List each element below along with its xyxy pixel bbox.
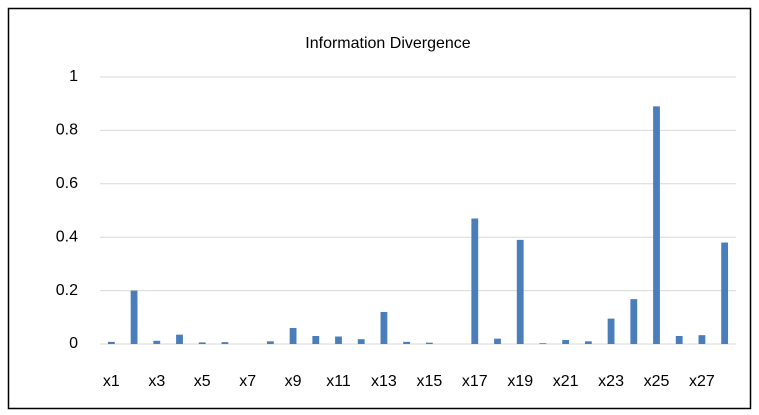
x-tick-label: x11 [326, 373, 351, 390]
x-tick-label: x17 [462, 373, 488, 390]
bar [130, 290, 138, 344]
bar [584, 341, 592, 344]
bar [221, 342, 229, 344]
x-tick-label: x21 [553, 373, 579, 390]
x-tick-label: x3 [148, 373, 165, 390]
bar [494, 338, 501, 344]
bar [539, 343, 547, 344]
bar [289, 327, 297, 344]
bar [403, 341, 411, 344]
y-tick-label: 0.6 [56, 175, 78, 192]
x-tick-label: x19 [507, 373, 533, 390]
bar [425, 342, 433, 344]
bar [630, 299, 638, 344]
bar [471, 218, 479, 344]
bar [266, 341, 274, 344]
bar [198, 342, 206, 344]
x-tick-label: x9 [285, 373, 302, 390]
bar [721, 242, 729, 344]
x-tick-label: x13 [371, 373, 397, 390]
bar [335, 336, 342, 344]
bar [357, 339, 365, 344]
x-tick-label: x27 [689, 373, 715, 390]
y-tick-label: 0.4 [56, 228, 78, 245]
x-tick-label: x5 [194, 373, 211, 390]
chart-border [7, 7, 752, 410]
x-tick-label: x15 [416, 373, 442, 390]
bar [176, 334, 183, 344]
x-tick-label: x23 [598, 373, 624, 390]
x-tick-label: x7 [239, 373, 256, 390]
bar [153, 340, 161, 344]
bar [698, 335, 706, 344]
bar [380, 311, 388, 344]
bar [312, 335, 320, 344]
bar [562, 339, 570, 344]
x-tick-label: x1 [103, 373, 120, 390]
bar [653, 106, 660, 345]
bar [107, 341, 115, 344]
y-tick-label: 0 [69, 335, 78, 352]
bar [516, 239, 524, 344]
chart-title: Information Divergence [305, 35, 471, 52]
bar [607, 318, 615, 344]
x-tick-label: x25 [644, 373, 670, 390]
y-tick-label: 0.8 [56, 122, 78, 139]
bar [675, 335, 683, 344]
y-tick-label: 0.2 [56, 282, 78, 299]
y-tick-label: 1 [69, 68, 78, 85]
